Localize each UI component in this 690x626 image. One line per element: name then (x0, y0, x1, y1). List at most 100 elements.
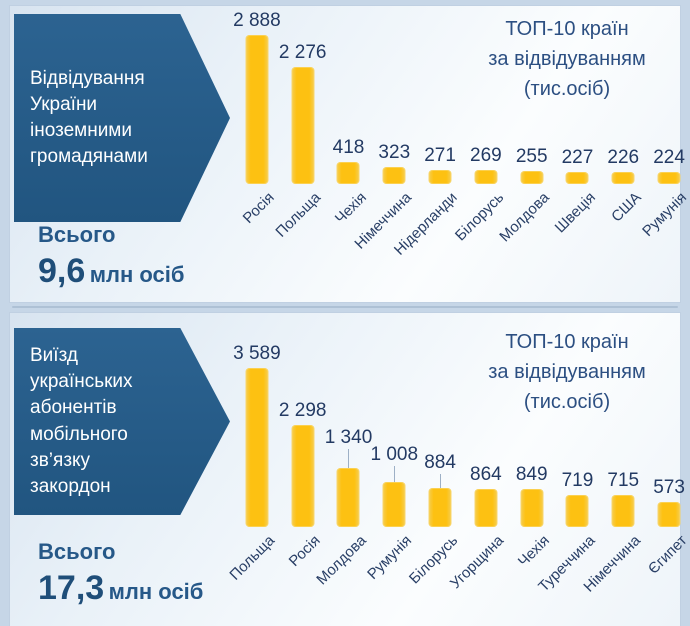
leader-line (394, 466, 396, 483)
bar-cell: 2 888 Росія (233, 6, 281, 227)
bar-value-label: 3 589 (233, 343, 281, 364)
arrow-banner: Виїзд українських абонентів мобільного з… (14, 328, 230, 515)
arrow-banner: Відвідування України іноземними громадян… (14, 14, 230, 222)
bar-cell: 849 Чехія (509, 313, 555, 570)
bar-value-label: 323 (378, 142, 411, 163)
total-unit: млн осіб (108, 579, 204, 604)
bar-cell: 2 276 Польща (272, 6, 327, 241)
chart-title-line: за відвідуванням (488, 48, 646, 70)
leader-line (440, 474, 442, 489)
bar (245, 35, 269, 184)
bar-value-label: 227 (561, 147, 594, 168)
bar-value-label: 2 298 (278, 400, 327, 421)
arrow-line: громадянами (30, 146, 148, 168)
bar (474, 170, 498, 184)
category-label: Росія (285, 532, 324, 570)
bar-value-label: 719 (561, 470, 594, 491)
bar (336, 162, 360, 184)
bar (611, 172, 635, 184)
bar-cell: 864 Угорщина (447, 313, 509, 592)
bar (291, 425, 315, 527)
chart-title-line: ТОП-10 країн (505, 18, 629, 40)
panel-trips-abroad: Виїзд українських абонентів мобільного з… (10, 313, 690, 626)
bar (611, 495, 635, 527)
category-label: Польща (272, 189, 324, 241)
bar (382, 167, 406, 184)
total-unit: млн осіб (89, 262, 185, 287)
bar-cell: 1 008 Румунія (364, 313, 419, 583)
arrow-line: України (30, 93, 98, 115)
bar-cell: 2 298 Росія (278, 313, 327, 570)
arrow-line: Виїзд (30, 344, 78, 366)
chart-title-line: (тис.осіб) (523, 78, 611, 100)
arrow-line: українських (30, 371, 133, 393)
category-label: Єгипет (644, 532, 690, 578)
total-value: 17,3 (38, 569, 105, 607)
arrow-line: зв’язку (30, 449, 91, 471)
chart-title: ТОП-10 країн за відвідуванням (тис.осіб) (452, 14, 682, 104)
bar-value-label: 715 (607, 470, 640, 491)
arrow-line: іноземними (30, 120, 132, 141)
arrow-line: мобільного (30, 423, 128, 445)
category-label: США (607, 189, 645, 226)
bar-cell: 323 Німеччина (352, 6, 417, 253)
chart-title-line: за відвідуванням (488, 361, 646, 383)
bar (565, 172, 589, 184)
bar (382, 482, 406, 527)
bar-value-label: 1 340 (324, 427, 373, 448)
bar-value-label: 418 (332, 137, 365, 158)
bar-value-label: 864 (470, 464, 502, 485)
panel-visits-to-ukraine: Відвідування України іноземними громадян… (10, 6, 690, 302)
category-label: Чехія (331, 189, 370, 228)
category-label: Чехія (514, 532, 553, 571)
category-label: Швеція (551, 189, 599, 237)
bar (520, 171, 544, 184)
bar (657, 502, 681, 527)
bar-value-label: 1 008 (370, 444, 419, 465)
bar-value-label: 2 888 (233, 10, 281, 31)
total-value: 9,6 (38, 252, 86, 290)
bar-cell: 1 340 Молдова (313, 313, 373, 588)
bar-cell: 227 Швеція (551, 6, 601, 236)
bar-value-label: 2 276 (278, 42, 327, 63)
bar-value-label: 255 (515, 146, 548, 167)
panel-divider (12, 306, 678, 308)
bar (657, 172, 681, 184)
bar-cell: 719 Туреччина (535, 313, 601, 595)
bar-cell: 715 Німеччина (581, 313, 646, 596)
bar-value-label: 884 (424, 452, 456, 473)
arrow-line: Відвідування (30, 67, 145, 89)
bar-chart-trips: 3 589 Польща 2 298 Росія 1 340 Молдова 1 008 Ру… (226, 313, 690, 596)
bar-cell: 269 Білорусь (452, 6, 509, 244)
chart-title-line: ТОП-10 країн (505, 331, 629, 353)
total-block: Всього 9,6 млн осіб (38, 222, 184, 291)
bar-value-label: 224 (653, 147, 685, 168)
bar-chart-visits: 2 888 Росія 2 276 Польща 418 Чехія 323 Німеччин… (233, 6, 690, 259)
bar (428, 488, 452, 527)
bar-cell: 884 Білорусь (406, 313, 463, 587)
category-label: Молдова (496, 189, 553, 246)
bar-value-label: 849 (515, 464, 548, 485)
bar-cell: 418 Чехія (326, 6, 372, 227)
bar (520, 489, 544, 527)
category-label: Польща (226, 532, 278, 584)
bar-cell: 573 Єгипет (645, 313, 690, 578)
arrow-line: абонентів (30, 397, 117, 419)
bar-value-label: 271 (424, 145, 456, 166)
arrow-line: закордон (30, 475, 111, 497)
category-label: Молдова (313, 532, 370, 589)
bar-value-label: 269 (470, 145, 502, 166)
bar-value-label: 226 (607, 147, 640, 168)
total-block: Всього 17,3 млн осіб (38, 539, 203, 608)
bar (291, 67, 315, 184)
arrow-banner-label: Виїзд українських абонентів мобільного з… (14, 343, 133, 500)
total-label: Всього (38, 222, 116, 247)
chart-title: ТОП-10 країн за відвідуванням (тис.осіб) (452, 327, 682, 417)
bar (428, 170, 452, 184)
bar (474, 489, 498, 527)
total-label: Всього (38, 539, 116, 564)
bar-cell: 226 США (600, 6, 646, 225)
bar (245, 368, 269, 527)
bar (565, 495, 589, 527)
